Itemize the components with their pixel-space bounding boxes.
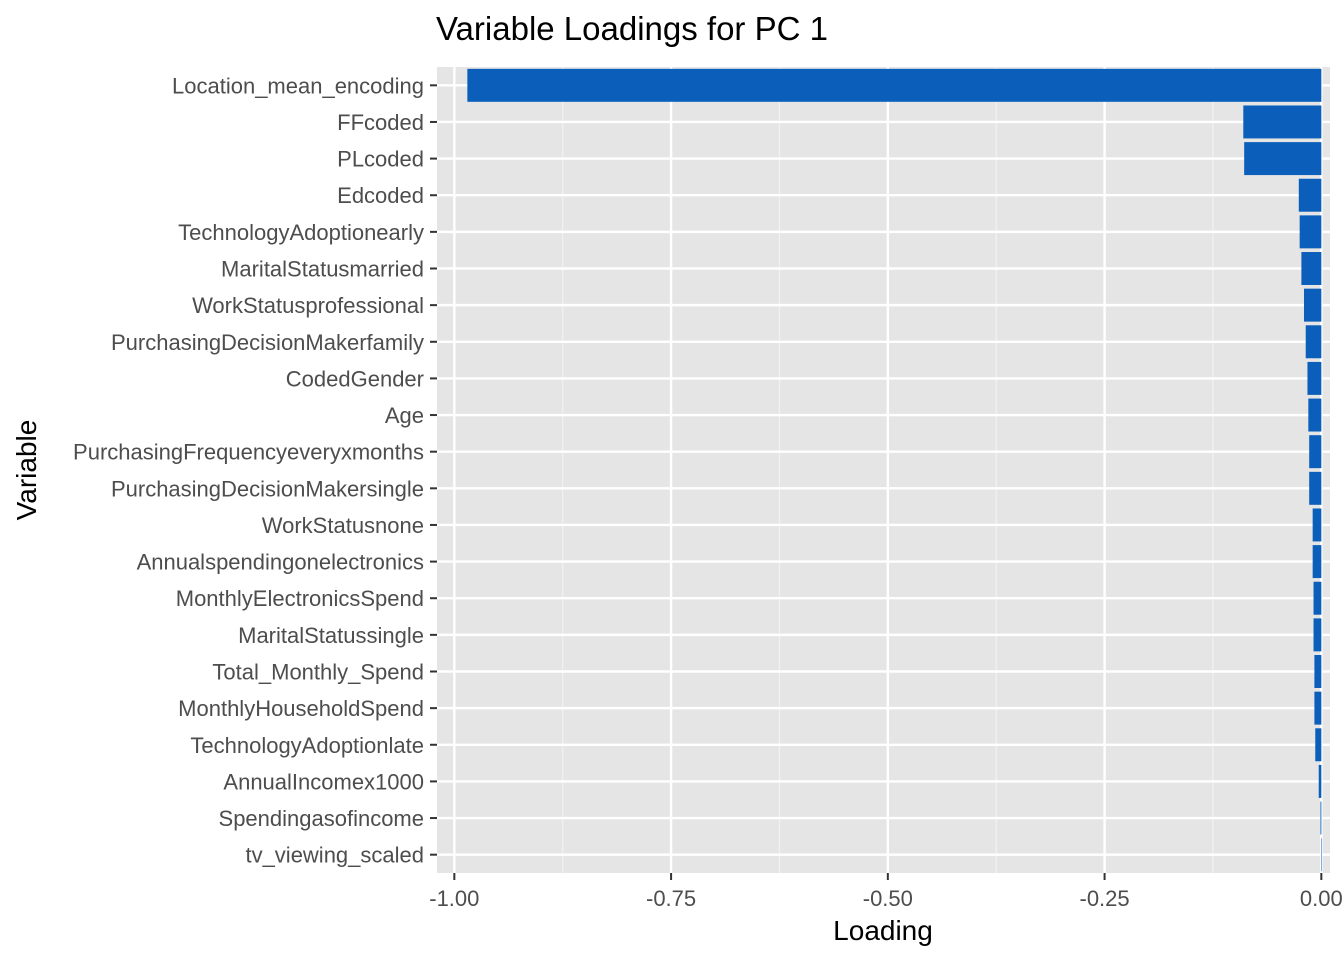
- chart-title: Variable Loadings for PC 1: [436, 10, 828, 47]
- bar: [1307, 361, 1322, 395]
- y-tick-label: PLcoded: [337, 147, 424, 172]
- major-gridlines: [437, 67, 1330, 873]
- y-tick-label: Edcoded: [337, 183, 424, 208]
- y-tick-label: WorkStatusprofessional: [192, 293, 424, 318]
- x-tick-label: -0.25: [1080, 886, 1130, 911]
- bar: [1313, 618, 1322, 652]
- bar: [1315, 728, 1322, 762]
- bar: [1303, 288, 1322, 322]
- y-tick-label: Annualspendingonelectronics: [137, 550, 424, 575]
- y-tick-label: MonthlyHouseholdSpend: [178, 696, 424, 721]
- y-tick-label: PurchasingDecisionMakersingle: [111, 476, 424, 501]
- y-axis-title: Variable: [11, 420, 42, 521]
- y-tick-label: PurchasingDecisionMakerfamily: [111, 330, 424, 355]
- bar: [1244, 142, 1322, 176]
- y-tick-label: FFcoded: [337, 110, 424, 135]
- bar: [1318, 764, 1322, 798]
- bar: [1243, 105, 1322, 139]
- y-tick-label: Spendingasofincome: [219, 806, 424, 831]
- bar: [1305, 325, 1322, 359]
- bar: [1312, 508, 1322, 542]
- y-tick-label: AnnualIncomex1000: [223, 769, 424, 794]
- bar: [1298, 178, 1322, 212]
- y-tick-label: MaritalStatussingle: [238, 623, 424, 648]
- x-tick-label: 0.00: [1300, 886, 1343, 911]
- bars: [467, 68, 1322, 872]
- bar: [1312, 545, 1322, 579]
- bar: [1321, 838, 1322, 872]
- bar: [1308, 398, 1322, 432]
- x-tick-label: -1.00: [429, 886, 479, 911]
- y-tick-label: Location_mean_encoding: [172, 73, 424, 98]
- y-tick-label: WorkStatusnone: [262, 513, 424, 538]
- bar: [1309, 471, 1322, 505]
- bar: [1309, 435, 1322, 469]
- y-tick-label: MonthlyElectronicsSpend: [176, 586, 424, 611]
- plot-panel: [437, 67, 1330, 873]
- y-axis: tv_viewing_scaled Spendingasofincome Annua…: [73, 73, 437, 868]
- x-axis-title: Loading: [833, 915, 933, 946]
- y-tick-label: CodedGender: [286, 366, 424, 391]
- y-tick-label: tv_viewing_scaled: [245, 843, 424, 868]
- bar: [1299, 215, 1322, 249]
- bar: [467, 68, 1322, 102]
- bar: [1320, 801, 1322, 835]
- x-tick-label: -0.50: [863, 886, 913, 911]
- bar: [1301, 252, 1322, 285]
- bar: [1313, 581, 1322, 615]
- y-tick-label: Age: [385, 403, 424, 428]
- x-tick-label: -0.75: [646, 886, 696, 911]
- y-tick-label: Total_Monthly_Spend: [212, 660, 424, 685]
- y-tick-label: MaritalStatusmarried: [221, 257, 424, 282]
- bar: [1314, 655, 1322, 688]
- y-tick-label: TechnologyAdoptionlate: [190, 733, 424, 758]
- y-tick-label: PurchasingFrequencyeveryxmonths: [73, 440, 424, 465]
- bar: [1314, 691, 1322, 725]
- x-axis: -1.00 -0.75 -0.50 -0.25 0.00: [429, 873, 1343, 911]
- y-tick-label: TechnologyAdoptionearly: [178, 220, 424, 245]
- minor-gridlines: [562, 67, 1214, 873]
